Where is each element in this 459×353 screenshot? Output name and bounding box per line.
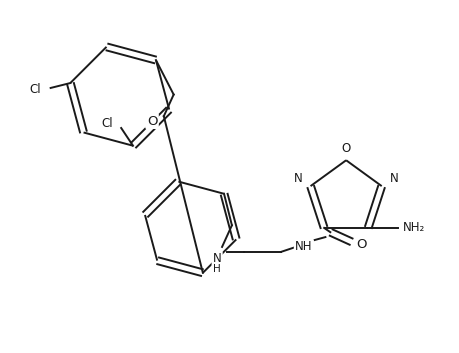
Text: N: N (213, 252, 222, 265)
Text: H: H (213, 264, 221, 274)
Text: O: O (147, 115, 157, 128)
Text: Cl: Cl (101, 116, 113, 130)
Text: N: N (293, 172, 302, 185)
Text: O: O (357, 239, 367, 251)
Text: Cl: Cl (29, 83, 41, 96)
Text: O: O (341, 142, 351, 155)
Text: NH: NH (295, 240, 313, 253)
Text: N: N (390, 172, 399, 185)
Text: O: O (147, 115, 157, 128)
Text: NH₂: NH₂ (403, 221, 425, 234)
